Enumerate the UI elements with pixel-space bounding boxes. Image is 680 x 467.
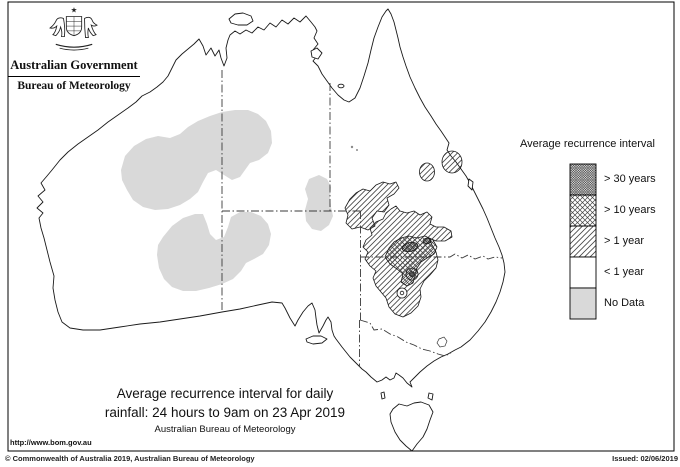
- fraser-island: [467, 178, 474, 191]
- legend-label-gt1yr: > 1 year: [604, 235, 645, 247]
- legend-label-nodata: No Data: [604, 297, 645, 309]
- region-gt1yr-sw-qld: [344, 181, 400, 231]
- map-caption: Average recurrence interval for daily ra…: [75, 386, 375, 435]
- legend-swatches: [569, 163, 597, 320]
- kangaroo-island: [305, 335, 328, 345]
- coat-of-arms-icon: ★: [49, 6, 98, 51]
- bureau-title: Bureau of Meteorology: [17, 80, 131, 92]
- state-borders: [221, 70, 503, 367]
- recurrence-regions: [344, 150, 463, 318]
- groote-eylandt: [310, 47, 323, 60]
- tasmania: [389, 401, 434, 452]
- svg-text:★: ★: [71, 6, 78, 15]
- government-header: ★ Australian Government Bureau of Meteor…: [8, 5, 140, 92]
- legend-swatch-gt30yr: [569, 163, 597, 196]
- region-gt1yr-qld-coast-ellipse: [441, 150, 463, 174]
- no-data-region-nt-sa-border: [305, 175, 333, 231]
- ring-marker-outer: [396, 287, 408, 299]
- region-gt10yr-core: [384, 235, 438, 287]
- legend-title: Average recurrence interval: [520, 138, 655, 150]
- legend-swatch-gt10yr: [569, 194, 597, 227]
- legend-label-gt30yr: > 30 years: [604, 173, 656, 185]
- border-act: [436, 336, 448, 348]
- legend-swatch-lt1yr: [569, 256, 597, 289]
- ring-marker-inner: [399, 290, 405, 296]
- legend-swatch-nodata: [569, 287, 597, 320]
- border-qld-nsw: [361, 253, 503, 260]
- bom-url: http://www.bom.gov.au: [10, 438, 92, 447]
- map-specks: [350, 145, 358, 151]
- region-gt1yr-qld-inland-ellipse: [419, 162, 435, 182]
- region-gt30yr-spot: [401, 241, 419, 253]
- king-island: [380, 391, 386, 400]
- caption-line2: rainfall: 24 hours to 9am on 23 Apr 2019: [104, 405, 346, 420]
- government-title: Australian Government: [8, 58, 140, 77]
- region-gt30yr-spot-small: [422, 237, 432, 245]
- border-nsw-vic-murray: [359, 319, 452, 357]
- caption-line1: Average recurrence interval for daily: [116, 386, 334, 401]
- flinders-island: [427, 392, 434, 401]
- copyright-text: © Commonwealth of Australia 2019, Austra…: [5, 454, 255, 463]
- legend-label-lt1yr: < 1 year: [604, 266, 645, 278]
- legend-swatch-gt1yr: [569, 225, 597, 258]
- mornington-island: [337, 83, 345, 89]
- no-data-regions: [121, 110, 333, 291]
- bullseye-marker-inner: [409, 271, 415, 277]
- issued-date: Issued: 02/06/2019: [612, 454, 678, 463]
- no-data-region-south-wa-sa: [157, 212, 271, 291]
- caption-line3: Australian Bureau of Meteorology: [154, 424, 296, 435]
- map-frame: [7, 1, 675, 452]
- no-data-region-central-wa: [121, 110, 272, 210]
- legend-label-gt10yr: > 10 years: [604, 204, 656, 216]
- melville-island: [228, 12, 254, 26]
